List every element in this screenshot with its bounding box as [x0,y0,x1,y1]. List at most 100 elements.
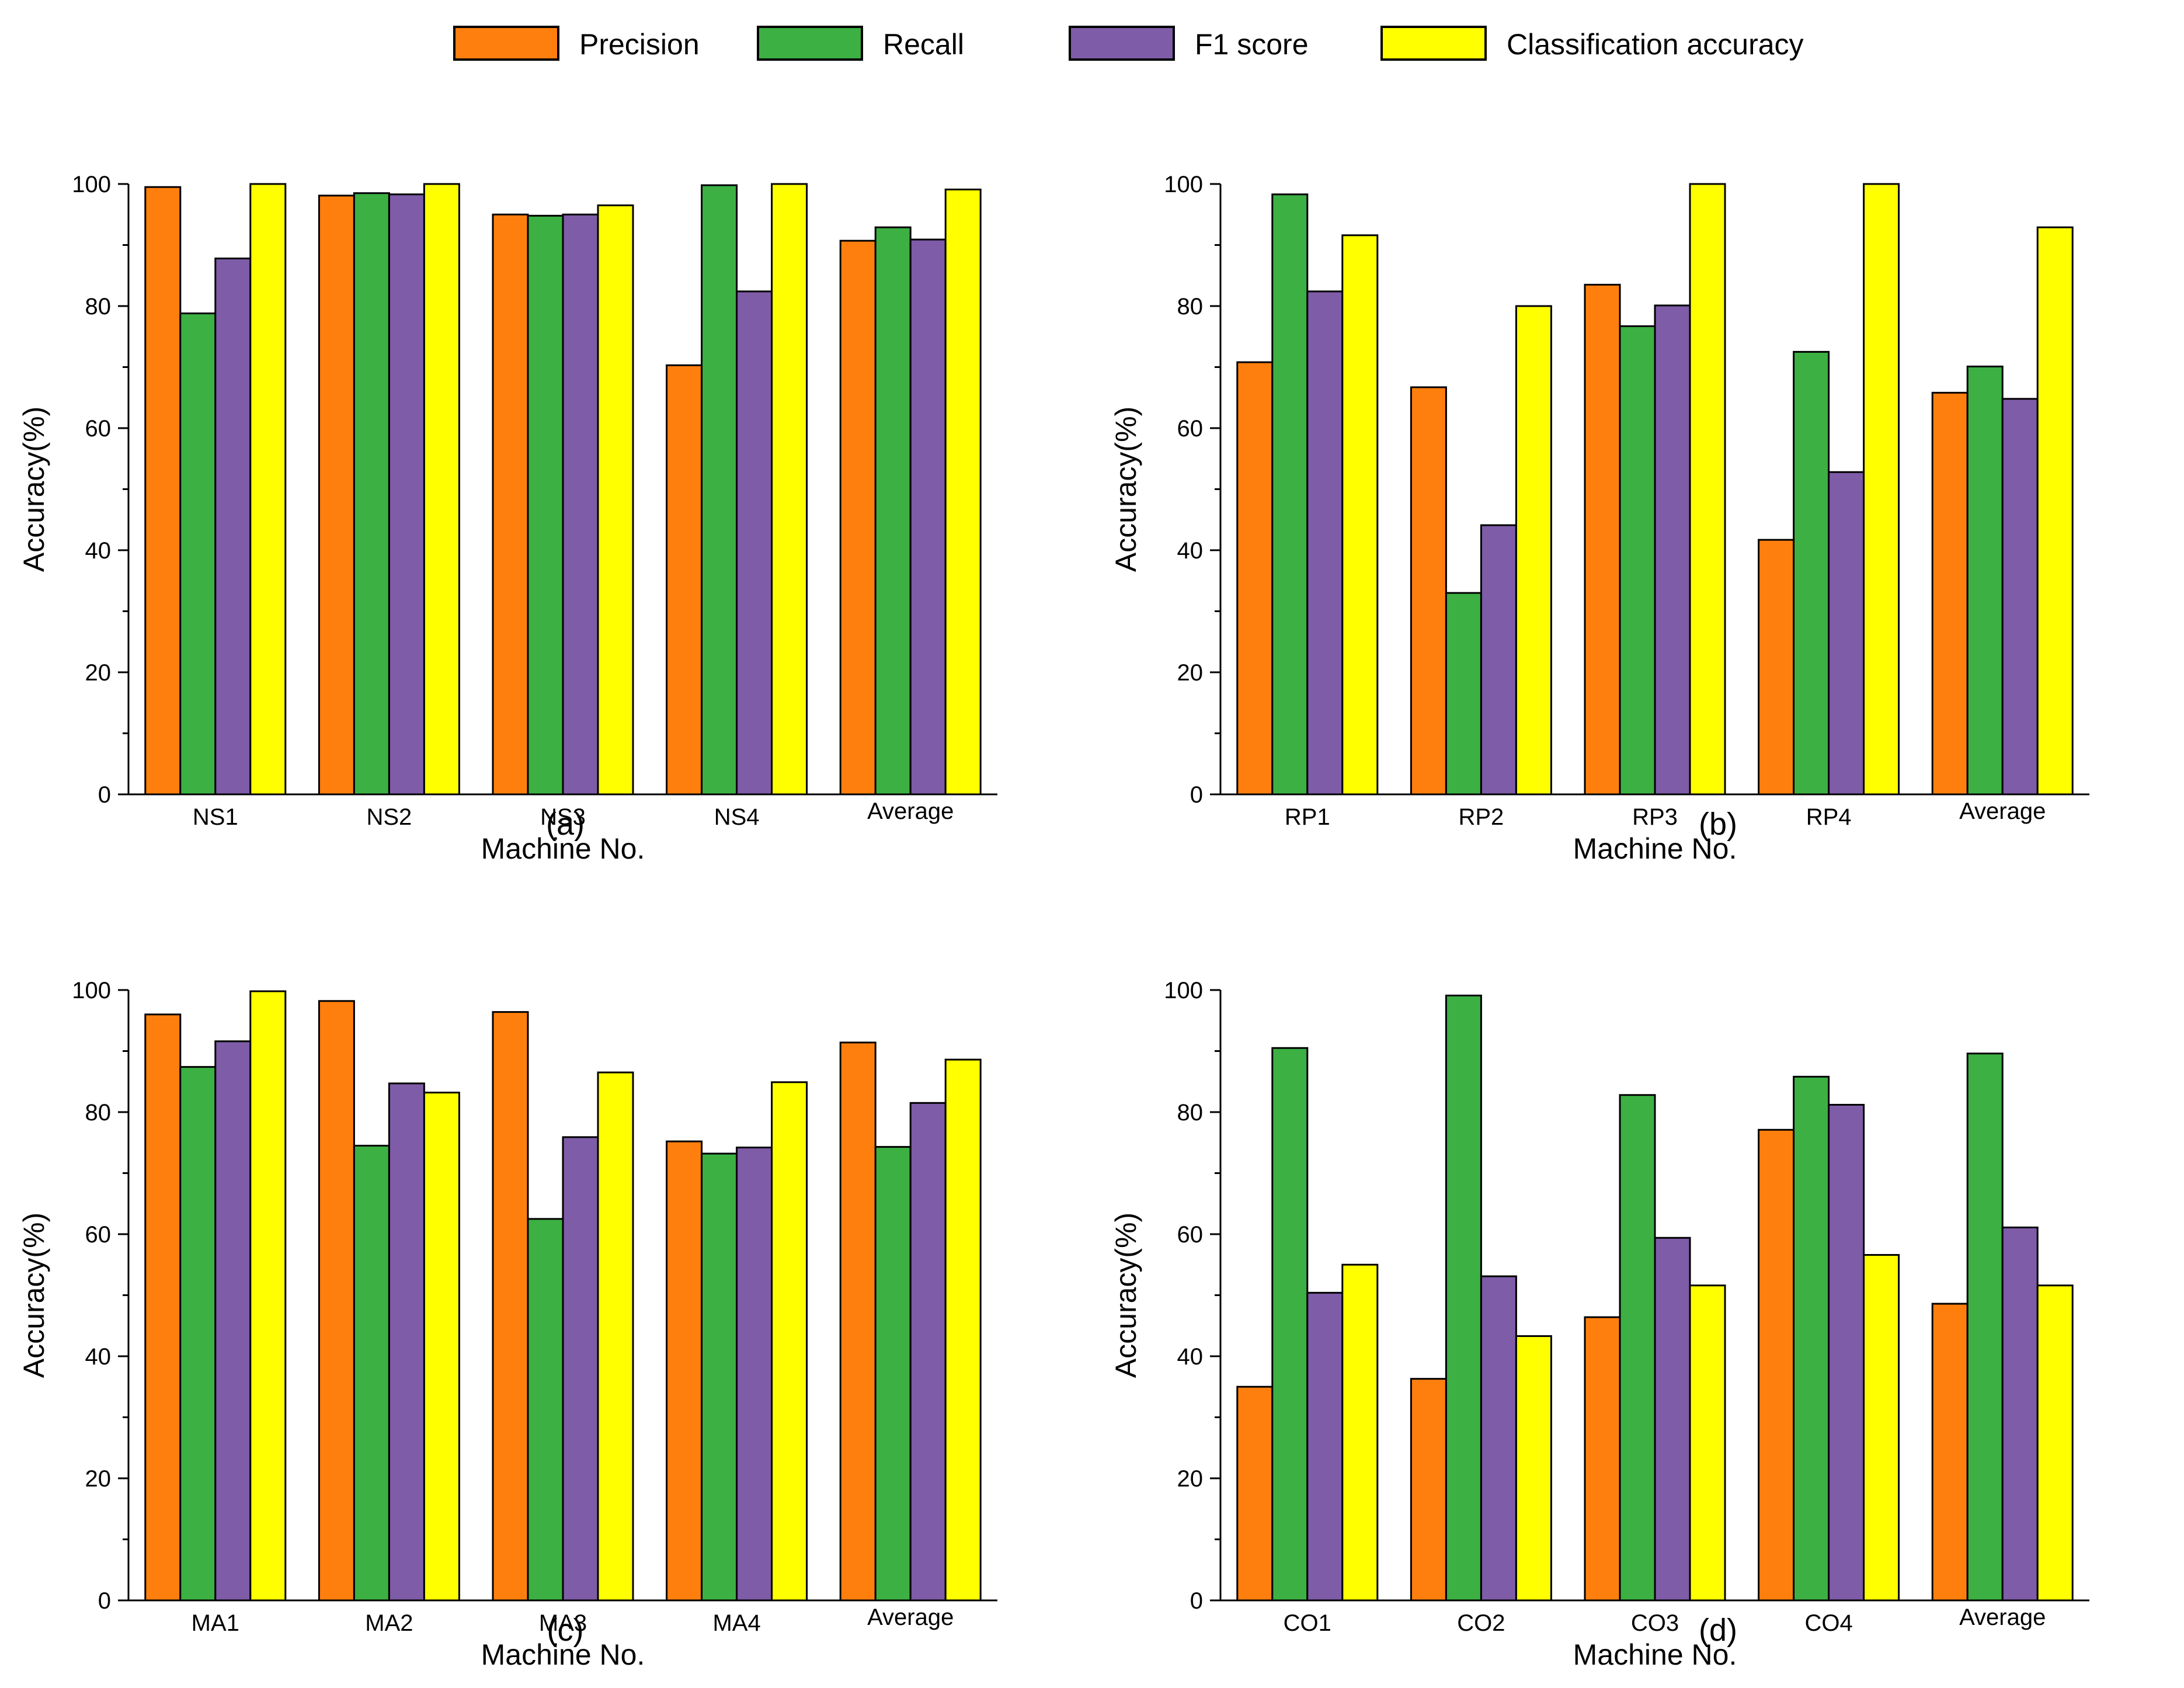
bar-c-ma3-recall [527,1218,564,1602]
x-tick-label-d-co2: CO2 [1457,1610,1505,1636]
bar-b-average-f1-score [2001,398,2039,796]
bar-c-ma2-recall [353,1144,390,1602]
y-tick-label-c-40: 40 [85,1344,112,1370]
bar-c-ma1-recall [179,1066,217,1602]
chart-panel-c: 0 20 40 60 80 100 MA1 MA2 MA3 MA4 Average Machine N… [0,882,1092,1688]
bar-c-ma4-f1-score [736,1147,773,1602]
bar-a-ns1-f1-score [214,257,252,796]
x-tick-label-b-rp4: RP4 [1806,804,1852,830]
y-tick-label-a-100: 100 [72,172,111,197]
x-tick-label-a-ns2: NS2 [366,804,412,830]
bar-d-average-f1-score [2001,1227,2039,1602]
panel-caption-d: (d) [1699,1613,1737,1648]
bar-b-rp4-precision [1758,539,1795,796]
bar-a-ns2-recall [353,192,390,796]
legend-swatch-f1-score [1069,26,1175,61]
legend-label-classification-accuracy: Classification accuracy [1507,28,1804,61]
bar-b-rp4-classification-accuracy [1863,183,1900,796]
bar-b-rp1-f1-score [1306,290,1344,796]
chart-legend: Precision Recall F1 score Classification… [0,0,2184,93]
bar-c-ma2-f1-score [388,1082,425,1602]
x-tick-label-b-average: Average [1959,798,2046,824]
bar-b-rp4-recall [1793,350,1830,796]
x-tick-label-d-co4: CO4 [1804,1610,1852,1636]
bar-a-ns1-recall [179,312,217,796]
bar-d-co3-precision [1584,1316,1621,1602]
x-tick-label-b-rp1: RP1 [1285,804,1330,830]
y-tick-label-a-20: 20 [85,660,112,686]
bar-c-ma2-classification-accuracy [423,1092,460,1602]
y-tick-label-d-40: 40 [1177,1344,1204,1370]
bar-d-average-classification-accuracy [2036,1284,2074,1602]
bar-b-rp1-recall [1271,193,1309,796]
bar-a-average-f1-score [909,238,947,796]
bar-b-rp3-classification-accuracy [1689,183,1726,796]
bar-d-co1-classification-accuracy [1341,1263,1379,1602]
y-tick-label-b-80: 80 [1177,294,1204,319]
bar-a-ns4-precision [666,364,703,796]
y-tick-label-c-80: 80 [85,1100,112,1126]
bar-d-co3-f1-score [1654,1237,1691,1602]
bar-d-co4-f1-score [1828,1103,1865,1602]
bar-d-co1-recall [1271,1047,1309,1602]
y-tick-label-c-100: 100 [72,978,111,1003]
bar-c-ma1-classification-accuracy [249,990,287,1602]
x-tick-label-c-ma2: MA2 [365,1610,413,1636]
bar-d-average-recall [1966,1053,2004,1602]
y-tick-label-d-0: 0 [1190,1588,1203,1614]
bar-c-average-recall [874,1146,912,1602]
bar-d-co4-recall [1793,1075,1830,1602]
y-tick-label-b-20: 20 [1177,660,1204,686]
bar-b-average-recall [1966,365,2004,796]
bar-b-rp2-recall [1445,592,1482,796]
chart-panel-d: 0 20 40 60 80 100 CO1 CO2 CO3 CO4 Average Machine N… [1092,882,2184,1688]
bar-d-co2-precision [1410,1378,1447,1602]
bar-d-co2-recall [1445,994,1482,1602]
bar-b-rp3-precision [1584,283,1621,796]
legend-swatch-recall [757,26,863,61]
bar-a-ns3-f1-score [562,213,599,796]
bar-a-ns2-precision [318,194,355,796]
bar-a-ns4-recall [701,184,738,796]
chart-panel-b: 0 20 40 60 80 100 RP1 RP2 RP3 RP4 Average Machine N… [1092,76,2184,882]
y-tick-label-a-80: 80 [85,294,112,319]
y-tick-label-b-100: 100 [1164,172,1203,197]
bar-b-average-classification-accuracy [2036,226,2074,796]
bar-chart-a: 0 20 40 60 80 100 NS1 NS2 NS3 NS4 Average Machine N… [18,172,997,865]
bar-chart-d: 0 20 40 60 80 100 CO1 CO2 CO3 CO4 Average Machine N… [1110,978,2089,1671]
x-tick-label-c-average: Average [867,1604,954,1630]
chart-panel-a: 0 20 40 60 80 100 NS1 NS2 NS3 NS4 Average Machine N… [0,76,1092,882]
bar-d-co4-precision [1758,1128,1795,1602]
bar-b-rp1-precision [1236,361,1274,796]
bar-b-rp3-recall [1619,325,1656,796]
bar-c-ma3-precision [492,1011,529,1602]
bar-a-average-recall [874,226,912,796]
bar-c-ma3-f1-score [562,1136,599,1602]
bar-a-ns1-precision [144,186,182,796]
bar-c-ma3-classification-accuracy [597,1071,634,1602]
bar-b-rp4-f1-score [1828,471,1865,796]
y-tick-label-b-60: 60 [1177,416,1204,442]
y-tick-label-d-60: 60 [1177,1222,1204,1248]
y-axis-title-c: Accuracy(%) [18,1213,50,1378]
x-tick-label-c-ma3: MA3 [539,1610,587,1636]
bar-b-rp2-classification-accuracy [1515,305,1552,796]
x-tick-label-c-ma4: MA4 [712,1610,760,1636]
y-tick-label-d-80: 80 [1177,1100,1204,1126]
bar-d-co1-precision [1236,1385,1274,1602]
bar-c-average-f1-score [909,1102,947,1602]
panel-caption-a: (a) [546,807,585,842]
bar-b-rp1-classification-accuracy [1341,234,1379,796]
bar-a-ns4-classification-accuracy [771,183,808,796]
bar-c-ma4-precision [666,1140,703,1602]
bar-c-ma4-recall [701,1152,738,1602]
y-axis-title-d: Accuracy(%) [1110,1213,1142,1378]
x-tick-label-c-ma1: MA1 [192,1610,239,1636]
legend-swatch-classification-accuracy [1380,26,1487,61]
legend-label-f1-score: F1 score [1195,28,1309,61]
bar-b-rp2-f1-score [1480,524,1517,796]
bar-a-ns4-f1-score [736,290,773,796]
x-tick-label-d-co1: CO1 [1284,1610,1331,1636]
bar-d-co3-classification-accuracy [1689,1284,1726,1602]
y-tick-label-c-60: 60 [85,1222,112,1248]
